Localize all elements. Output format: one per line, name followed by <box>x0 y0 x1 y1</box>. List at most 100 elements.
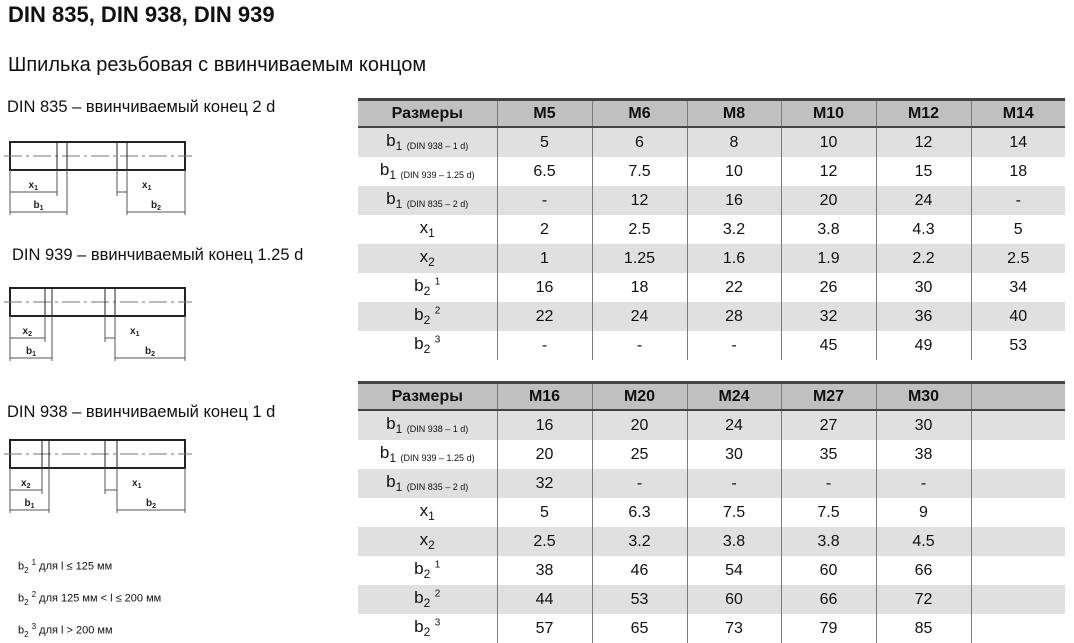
dimension-label: b2 <box>145 346 155 358</box>
row-label: b1 (DIN 939 – 1.25 d) <box>379 160 475 183</box>
table-cell: 12 <box>591 186 687 215</box>
table-cell: 14 <box>970 127 1065 157</box>
table-cell: 4.5 <box>875 527 971 556</box>
table-cell: 2.5 <box>496 527 592 556</box>
table-cell: 65 <box>591 614 687 643</box>
row-label: b1 (DIN 939 – 1.25 d) <box>379 443 475 466</box>
column-header: M20 <box>591 381 687 411</box>
table-cell: 3.8 <box>686 527 781 556</box>
table-cell: 6.5 <box>496 157 592 186</box>
table-cell: 22 <box>496 302 592 331</box>
table-cell: 66 <box>780 585 876 614</box>
column-header: M5 <box>496 98 592 128</box>
page-title: DIN 835, DIN 938, DIN 939 <box>8 2 275 27</box>
table-cell: 45 <box>780 331 876 360</box>
column-header: M12 <box>875 98 971 128</box>
stud-bolt-drawing: x1 x1 b1 b2 <box>4 141 192 215</box>
table-cell: 3.2 <box>591 527 687 556</box>
column-header <box>970 381 1065 411</box>
table-cell: 53 <box>970 331 1065 360</box>
table-cell: - <box>496 331 592 360</box>
table-cell: 30 <box>875 273 971 302</box>
table-cell <box>970 527 1065 556</box>
dimension-label: b1 <box>25 498 35 510</box>
dimension-label: x2 <box>23 326 33 338</box>
table-row: b1 (DIN 835 – 2 d) -12 16 20 24- <box>358 186 1065 215</box>
table-cell: 1.9 <box>780 244 876 273</box>
table-cell: 22 <box>686 273 781 302</box>
column-header: M27 <box>780 381 876 411</box>
row-label: x2 <box>358 244 497 273</box>
table-cell: 16 <box>686 186 781 215</box>
table-cell: 1.25 <box>591 244 687 273</box>
row-label: b2 1 <box>414 276 441 299</box>
table-cell: 49 <box>875 331 971 360</box>
row-label: x1 <box>419 501 435 524</box>
table-cell: 34 <box>970 273 1065 302</box>
table-row: b2 1 38 46 54 60 66 <box>358 556 1065 585</box>
stud-bolt-drawing: x2 x1 b1 b2 <box>4 287 192 361</box>
table-cell: 5 <box>970 215 1065 244</box>
table-cell: 2 <box>496 215 592 244</box>
table-cell: 30 <box>686 440 781 469</box>
table-cell: 5 <box>496 127 592 157</box>
table-row: x1 2 2.5 3.2 3.8 4.3 5 <box>358 215 1065 244</box>
table-cell: 72 <box>875 585 971 614</box>
table-cell <box>970 498 1065 527</box>
table-cell: 40 <box>970 302 1065 331</box>
table-cell <box>970 410 1065 440</box>
column-header: M24 <box>686 381 781 411</box>
table-cell: 46 <box>591 556 687 585</box>
table-cell: - <box>496 186 592 215</box>
table-cell: - <box>591 331 687 360</box>
column-header: M14 <box>970 98 1065 128</box>
table-cell: 20 <box>496 440 592 469</box>
table-cell: 3.2 <box>686 215 781 244</box>
table-row: x2 1 1.25 1.6 1.9 2.2 2.5 <box>358 244 1065 273</box>
row-label: b1 (DIN 835 – 2 d) <box>358 469 497 498</box>
table-cell: 16 <box>496 410 592 440</box>
row-label: b2 1 <box>414 559 441 582</box>
drawing-caption: DIN 835 – ввинчиваемый конец 2 d <box>7 98 276 116</box>
column-header: Размеры <box>358 98 497 128</box>
table-cell: 7.5 <box>591 157 687 186</box>
table-row: x2 2.5 3.2 3.8 3.8 4.5 <box>358 527 1065 556</box>
table-cell: - <box>875 469 971 498</box>
dimension-label: b1 <box>34 200 44 212</box>
table-cell: - <box>686 331 781 360</box>
dimension-label: b1 <box>26 346 36 358</box>
row-label: b1 (DIN 938 – 1 d) <box>358 127 497 157</box>
table-cell: 16 <box>496 273 592 302</box>
table-cell: 66 <box>875 556 971 585</box>
table-cell: 54 <box>686 556 781 585</box>
table-cell: 27 <box>780 410 876 440</box>
dimension-label: b2 <box>146 498 156 510</box>
table-row: b2 1 16 18 22 26 30 34 <box>358 273 1065 302</box>
table-cell: 24 <box>591 302 687 331</box>
table-cell: 28 <box>686 302 781 331</box>
table-cell: 7.5 <box>780 498 876 527</box>
column-header: M16 <box>496 381 592 411</box>
table-cell: 18 <box>591 273 687 302</box>
dimension-label: x1 <box>142 180 152 192</box>
table-cell: 8 <box>686 127 781 157</box>
row-label: b1 (DIN 938 – 1 d) <box>358 410 497 440</box>
table-cell: 57 <box>496 614 592 643</box>
dimension-label: x1 <box>130 326 140 338</box>
column-header: M8 <box>686 98 781 128</box>
table-cell: 38 <box>875 440 971 469</box>
table-cell: 12 <box>780 157 876 186</box>
table-cell <box>970 556 1065 585</box>
table-cell: 35 <box>780 440 876 469</box>
dimensions-table: Размеры M5 M6 M8 M10 M12 M14 b1 (DIN 938 – 1 d)… <box>358 98 1065 360</box>
page-subtitle: Шпилька резьбовая с ввинчиваемым концом <box>8 54 427 76</box>
row-label: x2 <box>358 527 497 556</box>
table-cell: 26 <box>780 273 876 302</box>
row-label: b2 3 <box>414 334 441 357</box>
table-cell: 32 <box>496 469 592 498</box>
table-cell <box>970 614 1065 643</box>
row-label: x1 <box>419 218 435 241</box>
dimension-label: x1 <box>132 478 142 490</box>
table-row: x1 5 6.3 7.5 7.5 9 <box>358 498 1065 527</box>
table-cell: - <box>686 469 781 498</box>
